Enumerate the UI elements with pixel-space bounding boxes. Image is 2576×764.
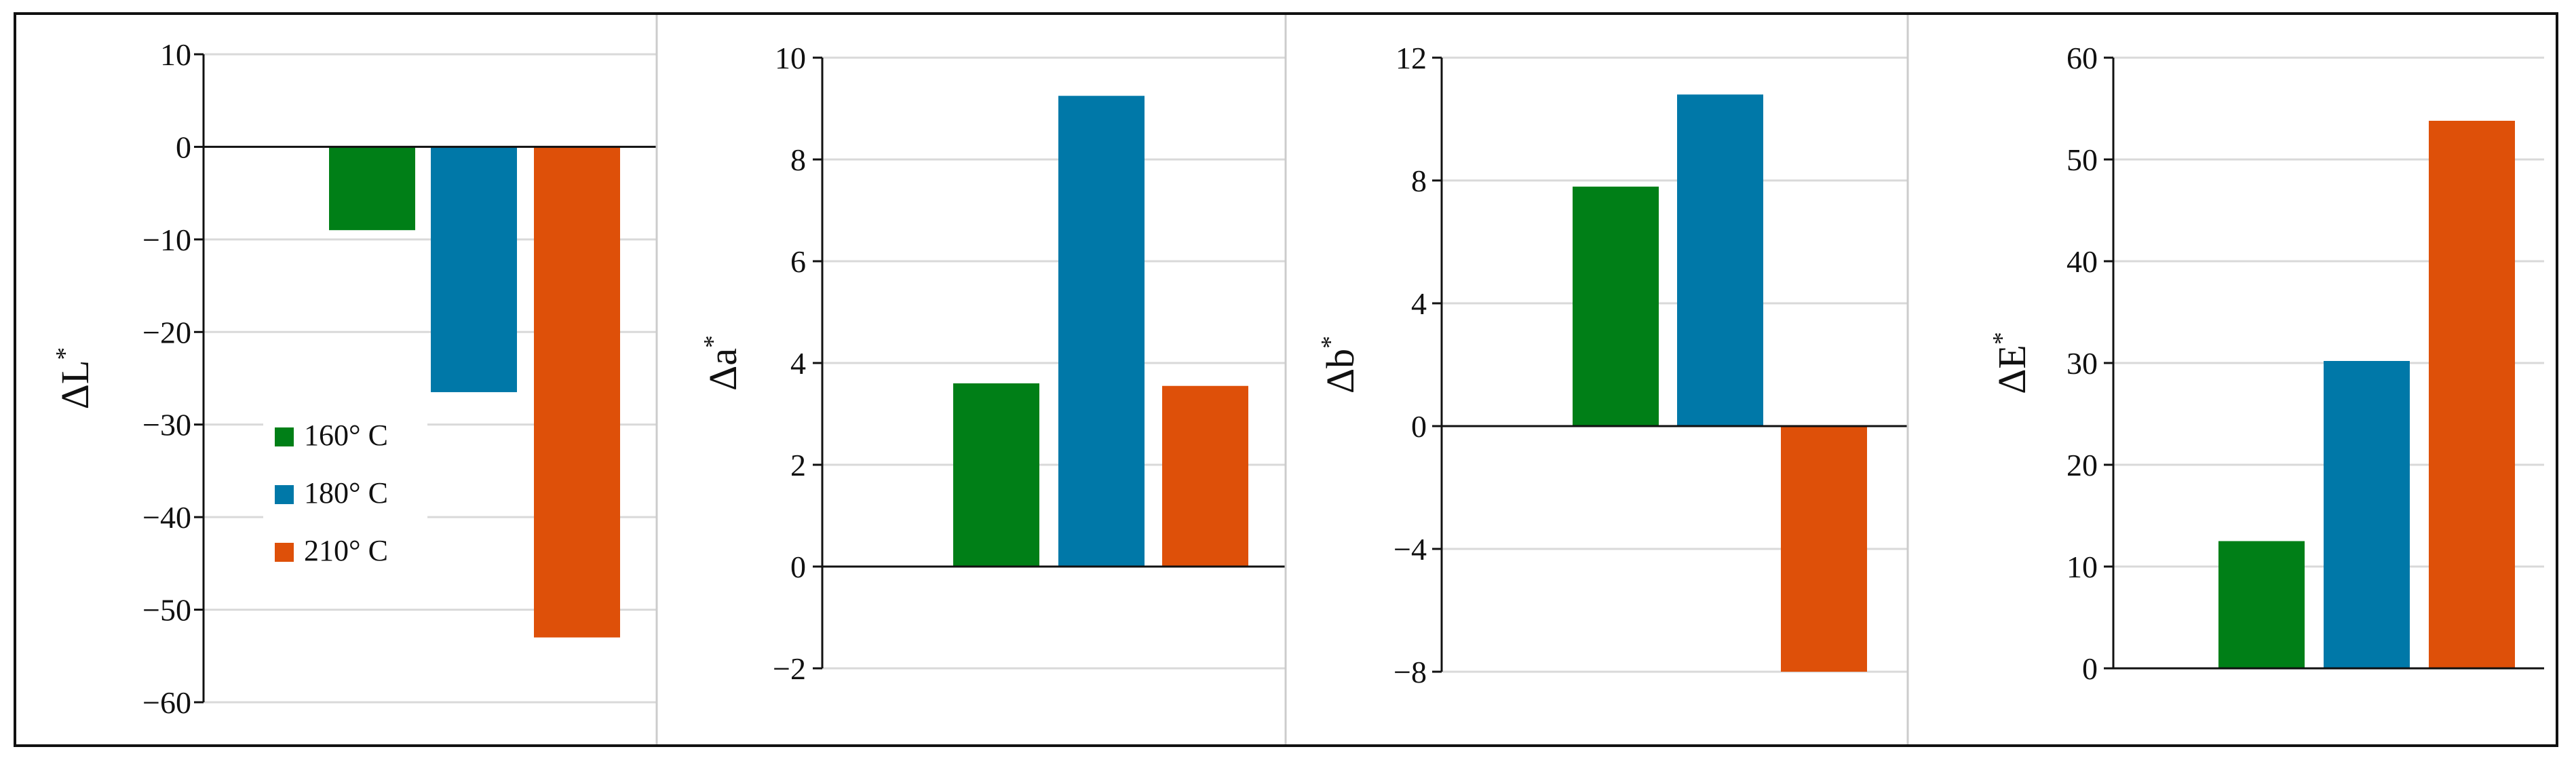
y-axis-label-main: Δa: [701, 348, 745, 391]
legend-swatch-210c: [275, 543, 294, 562]
bar-160c: [329, 147, 415, 231]
y-tick-label: 6: [790, 244, 806, 279]
y-tick-label: −50: [142, 593, 191, 628]
y-axis-label-main: Δb: [1318, 349, 1362, 394]
y-tick-label: 0: [1411, 409, 1427, 444]
y-axis-label-main: ΔL: [53, 360, 97, 410]
legend: 160° C 180° C 210° C: [263, 406, 427, 586]
y-tick-label: −30: [142, 408, 191, 442]
y-axis-label-sup: *: [699, 335, 727, 348]
y-tick-label: 10: [160, 37, 191, 72]
y-tick-label: 8: [1411, 164, 1427, 198]
bar-160c: [1573, 187, 1659, 426]
y-axis-label: ΔE*: [1988, 332, 2034, 394]
y-tick-label: −10: [142, 223, 191, 257]
y-tick-label: 8: [790, 142, 806, 177]
y-tick-label: −40: [142, 500, 191, 535]
y-tick-label: 20: [2066, 448, 2098, 482]
y-axis-label-sup: *: [1316, 336, 1345, 349]
y-tick-label: 10: [775, 41, 806, 75]
y-tick-label: 4: [1411, 286, 1427, 321]
y-tick-label: −60: [142, 685, 191, 720]
y-tick-label: 2: [790, 448, 806, 482]
y-tick-label: 40: [2066, 244, 2098, 279]
bar-180c: [1677, 94, 1763, 427]
bar-210c: [2429, 121, 2515, 668]
y-tick-label: −8: [1393, 655, 1427, 689]
bar-180c: [431, 147, 517, 392]
legend-label: 210° C: [304, 534, 388, 567]
y-tick-label: −20: [142, 315, 191, 349]
legend-label: 160° C: [304, 419, 388, 452]
chart-panel-2: 10 8 6 4 2 0 −2 Δa*: [699, 41, 1286, 686]
y-tick-label: 30: [2066, 346, 2098, 381]
bar-180c: [2324, 361, 2410, 668]
y-axis-label-sup: *: [1988, 332, 2016, 345]
chart-panel-3: 12 8 4 0 −4 −8 Δb*: [1316, 41, 1908, 689]
y-tick-label: 4: [790, 346, 806, 381]
y-axis-label: ΔL*: [51, 347, 97, 410]
y-axis-label: Δb*: [1316, 336, 1362, 394]
bar-160c: [953, 383, 1039, 567]
chart-panel-4: 60 50 40 30 20 10 0 ΔE*: [1988, 41, 2544, 686]
y-tick-label: 10: [2066, 550, 2098, 584]
y-tick-label: 0: [2082, 651, 2098, 686]
y-axis-label: Δa*: [699, 335, 745, 391]
y-tick-label: 0: [790, 550, 806, 584]
y-axis-label-main: ΔE: [1990, 345, 2034, 394]
legend-swatch-180c: [275, 485, 294, 504]
y-axis-label-sup: *: [51, 347, 79, 360]
bar-210c: [1162, 385, 1248, 567]
legend-swatch-160c: [275, 427, 294, 446]
bar-160c: [2218, 541, 2305, 668]
chart-panel-1: 10 0 −10 −20 −30 −40 −50 −60 ΔL*: [51, 37, 657, 720]
legend-label: 180° C: [304, 476, 388, 510]
y-tick-label: −4: [1393, 532, 1427, 567]
y-tick-label: 0: [176, 130, 191, 164]
y-tick-label: 60: [2066, 41, 2098, 75]
y-tick-label: −2: [773, 651, 806, 686]
y-tick-label: 50: [2066, 142, 2098, 177]
bar-210c: [534, 147, 620, 638]
y-tick-label: 12: [1396, 41, 1427, 75]
bar-210c: [1781, 426, 1867, 672]
bar-180c: [1058, 96, 1145, 567]
